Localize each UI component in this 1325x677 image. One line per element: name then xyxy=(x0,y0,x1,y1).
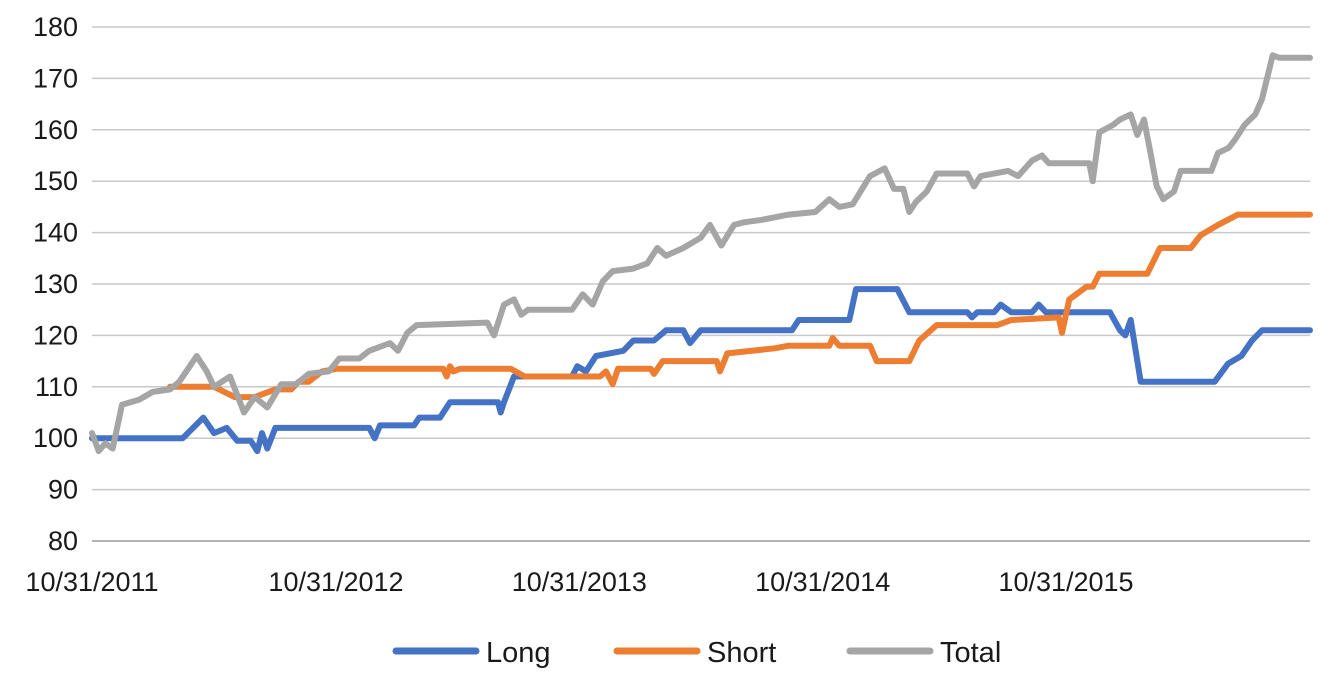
series-lines xyxy=(89,52,1313,455)
y-tick-label: 150 xyxy=(33,166,78,196)
series-line-total xyxy=(89,52,1313,455)
grid-lines xyxy=(92,26,1310,542)
legend-label: Long xyxy=(486,637,551,669)
legend-label: Total xyxy=(940,637,1001,669)
y-axis-tick-labels: 80 90 100 110 120 130 140 150 160 170 180 xyxy=(33,12,78,556)
y-tick-label: 140 xyxy=(33,218,78,248)
y-tick-label: 170 xyxy=(33,63,78,93)
y-tick-label: 100 xyxy=(33,423,78,453)
x-tick-label: 10/31/2013 xyxy=(512,567,647,597)
x-axis-tick-labels: 10/31/2011 10/31/2012 10/31/2013 10/31/2014… xyxy=(25,567,1133,597)
legend: Long Short Total xyxy=(392,637,1001,669)
legend-item-total: Total xyxy=(846,637,1001,669)
x-tick-label: 10/31/2012 xyxy=(268,567,403,597)
y-tick-label: 120 xyxy=(33,320,78,350)
legend-item-short: Short xyxy=(613,637,776,669)
y-tick-label: 80 xyxy=(48,526,78,556)
y-tick-label: 130 xyxy=(33,269,78,299)
y-tick-label: 180 xyxy=(33,12,78,42)
legend-item-long: Long xyxy=(392,637,551,669)
series-line-long xyxy=(89,286,1313,455)
legend-label: Short xyxy=(707,637,776,669)
y-tick-label: 110 xyxy=(35,372,78,402)
x-tick-label: 10/31/2011 xyxy=(25,567,158,597)
x-tick-label: 10/31/2014 xyxy=(755,567,890,597)
y-tick-label: 160 xyxy=(33,115,78,145)
y-tick-label: 90 xyxy=(48,475,78,505)
x-tick-label: 10/31/2015 xyxy=(998,567,1133,597)
